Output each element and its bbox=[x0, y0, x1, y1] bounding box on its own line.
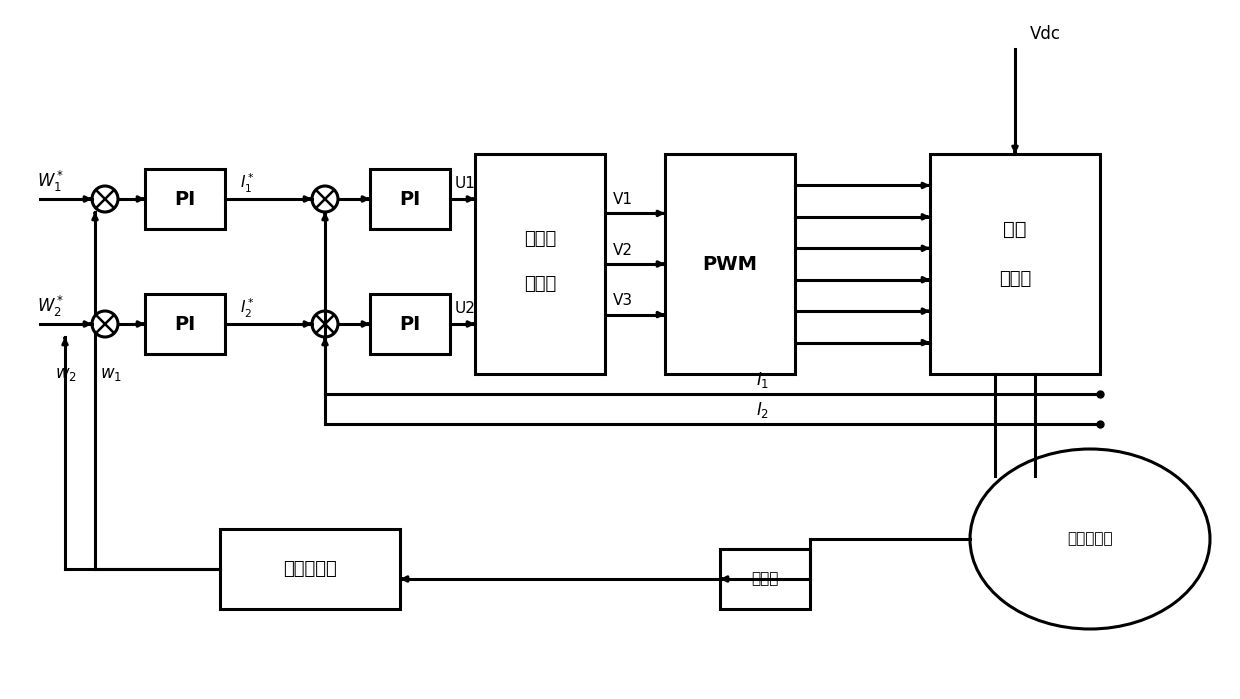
Text: 速度计数器: 速度计数器 bbox=[283, 560, 337, 578]
Bar bbox=[665, 154, 795, 374]
Text: PI: PI bbox=[399, 189, 420, 208]
Text: $w_2$: $w_2$ bbox=[55, 365, 77, 383]
Text: 逆变器: 逆变器 bbox=[999, 270, 1032, 288]
Bar bbox=[720, 549, 810, 609]
Text: 双直流电机: 双直流电机 bbox=[1068, 531, 1112, 547]
Text: $w_1$: $w_1$ bbox=[100, 365, 122, 383]
Bar bbox=[145, 294, 224, 354]
Circle shape bbox=[92, 186, 118, 212]
Text: U1: U1 bbox=[455, 175, 476, 191]
Text: U2: U2 bbox=[455, 301, 476, 315]
Text: PI: PI bbox=[399, 315, 420, 333]
Text: V1: V1 bbox=[613, 192, 632, 207]
Text: $I_2$: $I_2$ bbox=[756, 400, 769, 420]
Bar bbox=[930, 154, 1100, 374]
Text: 压合成: 压合成 bbox=[523, 275, 556, 293]
Text: V2: V2 bbox=[613, 243, 632, 257]
Bar bbox=[370, 169, 450, 229]
Text: $W_2^*$: $W_2^*$ bbox=[37, 294, 64, 319]
Text: PI: PI bbox=[175, 315, 196, 333]
Bar bbox=[475, 154, 605, 374]
Text: PI: PI bbox=[175, 189, 196, 208]
Text: $I_2^*$: $I_2^*$ bbox=[241, 296, 254, 319]
Text: PWM: PWM bbox=[703, 254, 758, 273]
Circle shape bbox=[312, 186, 339, 212]
Text: $W_1^*$: $W_1^*$ bbox=[37, 168, 64, 194]
Text: 参考电: 参考电 bbox=[523, 230, 556, 248]
Text: V3: V3 bbox=[613, 293, 634, 308]
Bar bbox=[145, 169, 224, 229]
Text: $I_1$: $I_1$ bbox=[756, 370, 769, 390]
Bar bbox=[370, 294, 450, 354]
Circle shape bbox=[312, 311, 339, 337]
Ellipse shape bbox=[970, 449, 1210, 629]
Text: $I_1^*$: $I_1^*$ bbox=[241, 171, 254, 194]
Bar bbox=[219, 529, 401, 609]
Text: Vdc: Vdc bbox=[1030, 25, 1061, 43]
Text: 三相: 三相 bbox=[1003, 219, 1027, 238]
Text: 传感器: 传感器 bbox=[751, 572, 779, 586]
Circle shape bbox=[92, 311, 118, 337]
